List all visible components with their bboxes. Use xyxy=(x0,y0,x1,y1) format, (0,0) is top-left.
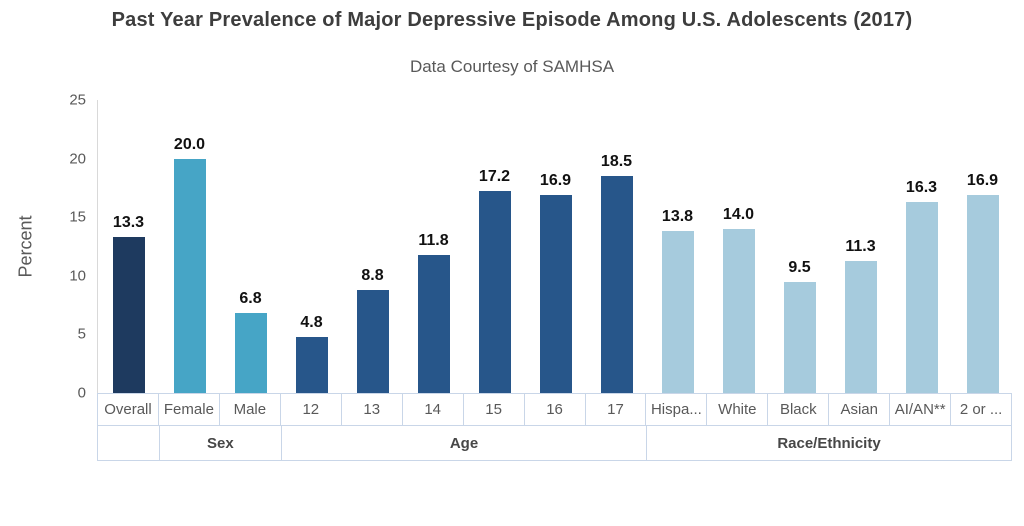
category-label-black: Black xyxy=(768,394,830,425)
bar-14 xyxy=(417,254,450,393)
category-label-12: 12 xyxy=(281,394,342,425)
bar-value-14: 11.8 xyxy=(418,231,449,249)
bar-value-overall: 13.3 xyxy=(112,214,145,232)
bar-ai-an xyxy=(905,201,938,393)
y-tick-15: 15 xyxy=(69,208,86,226)
y-tick-25: 25 xyxy=(69,91,86,109)
bar-2-or xyxy=(966,194,999,393)
category-label-15: 15 xyxy=(464,394,525,425)
bar-value-asian: 11.3 xyxy=(845,237,876,255)
category-label-asian: Asian xyxy=(829,394,891,425)
category-label-ai-an: AI/AN** xyxy=(890,394,952,425)
bar-value-16: 16.9 xyxy=(539,171,572,189)
bar-female xyxy=(173,158,206,393)
y-tick-0: 0 xyxy=(77,384,86,402)
bar-16 xyxy=(539,194,572,393)
category-label-female: Female xyxy=(159,394,220,425)
category-label-hispa: Hispa... xyxy=(646,394,708,425)
plot-area: 13.3 20.0 6.8 4.8 8.8 11.8 17.2 16.9 18.5 13.8 14.… xyxy=(97,100,1013,393)
bar-value-female: 20.0 xyxy=(173,135,206,153)
bar-12 xyxy=(295,336,328,393)
category-label-row: Overall Female Male 12 13 14 15 16 17 Hispa... Whi… xyxy=(97,393,1012,426)
y-tick-5: 5 xyxy=(77,325,86,343)
category-label-white: White xyxy=(707,394,769,425)
group-label-age: Age xyxy=(282,426,647,460)
bar-male xyxy=(234,313,267,393)
bar-value-black: 9.5 xyxy=(788,258,811,276)
bar-value-12: 4.8 xyxy=(300,313,323,331)
bar-value-male: 6.8 xyxy=(239,290,262,308)
bar-17 xyxy=(600,176,633,393)
y-tick-10: 10 xyxy=(69,267,86,285)
category-label-14: 14 xyxy=(403,394,464,425)
category-label-16: 16 xyxy=(525,394,586,425)
group-label-race-ethnicity: Race/Ethnicity xyxy=(777,434,881,452)
chart-title: Past Year Prevalence of Major Depressive… xyxy=(111,9,913,31)
group-label-empty xyxy=(98,426,160,460)
category-label-overall: Overall xyxy=(98,394,159,425)
bar-value-13: 8.8 xyxy=(361,266,384,284)
bar-13 xyxy=(356,289,389,393)
bar-value-15: 17.2 xyxy=(478,168,511,186)
bar-black xyxy=(783,281,816,393)
bar-value-2-or: 16.9 xyxy=(966,171,999,189)
category-label-male: Male xyxy=(220,394,281,425)
chart-subtitle: Data Courtesy of SAMHSA xyxy=(409,57,615,76)
bar-value-white: 14.0 xyxy=(722,205,755,223)
bar-15 xyxy=(478,191,511,393)
y-tick-20: 20 xyxy=(69,150,86,168)
bar-asian xyxy=(844,260,877,393)
y-axis-ticks: 0 5 10 15 20 25 xyxy=(0,92,86,402)
category-label-2-or: 2 or ... xyxy=(959,401,1003,418)
category-label-17: 17 xyxy=(586,394,647,425)
group-label-row: Sex Age Race/Ethnicity xyxy=(97,426,1012,461)
bar-hispa xyxy=(661,231,694,393)
bar-value-hispa: 13.8 xyxy=(661,208,694,226)
bar-value-17: 18.5 xyxy=(600,153,633,171)
bar-value-ai-an: 16.3 xyxy=(905,178,938,196)
bar-white xyxy=(722,228,755,393)
group-label-sex: Sex xyxy=(160,426,282,460)
category-label-13: 13 xyxy=(342,394,403,425)
bar-overall xyxy=(112,237,145,393)
